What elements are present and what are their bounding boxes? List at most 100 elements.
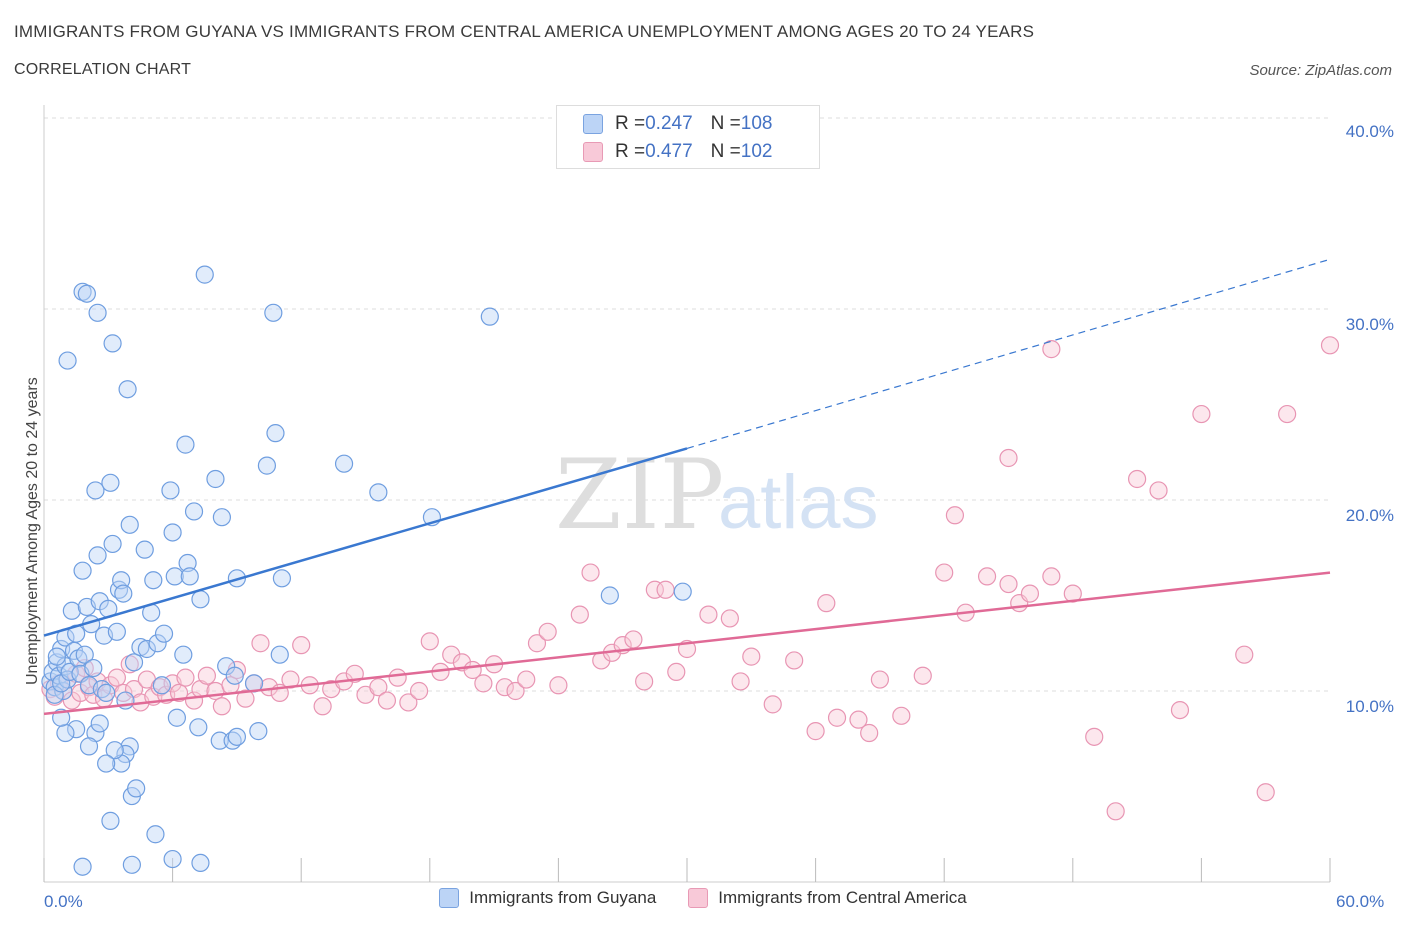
guyana-point [116,744,135,764]
guyana-point [62,601,81,620]
central-america-point [1042,340,1061,359]
guyana-point [127,779,146,798]
legend-label-central-america: Immigrants from Central America [718,888,967,907]
y-tick-40: 40.0% [1345,122,1394,141]
central-america-point [742,647,761,666]
guyana-point [154,624,174,643]
guyana-point [58,351,77,370]
guyana-point [103,334,122,353]
central-america-point [699,605,718,624]
guyana-point [144,571,163,590]
guyana-point [79,737,99,756]
stats-legend: R = 0.247 N = 108 R = 0.477 N = 102 [556,105,820,169]
guyana-point [47,653,66,672]
guyana-point [56,723,75,743]
guyana-point [178,553,197,573]
axes [43,105,1331,883]
guyana-point [264,303,283,322]
guyana-point [67,720,86,739]
guyana-point [272,569,292,588]
guyana-point [122,855,141,874]
central-america-point [377,691,397,710]
central-america-point [212,697,231,716]
central-america-point [527,634,547,653]
central-america-point [292,636,311,655]
guyana-point [90,714,109,733]
legend-swatch-pink [688,888,709,908]
central-america-point [399,693,418,712]
y-tick-30: 30.0% [1345,315,1394,334]
central-america-point [892,706,911,725]
guyana-point [112,571,131,590]
central-america-point [806,722,825,741]
guyana-point [189,718,208,737]
central-america-point [506,681,525,701]
pink-swatch [583,142,603,162]
n-label: N = [710,113,741,134]
central-america-point [720,609,739,628]
blue-swatch [583,114,603,134]
central-america-point [999,574,1018,594]
guyana-point [77,284,96,303]
central-america-point [667,662,686,682]
legend-swatch-blue [439,888,460,908]
central-america-point [176,668,195,687]
guyana-point [191,590,210,609]
central-america-point [1149,481,1168,500]
guyana-point [88,303,107,322]
guyana-point [103,534,122,554]
central-america-point [251,634,270,653]
guyana-point [210,731,229,750]
central-america-point [817,594,836,613]
legend-item-central-america[interactable]: Immigrants from Central America [688,888,967,908]
guyana-point [270,645,289,664]
guyana-point [152,676,171,695]
central-america-point [1192,404,1211,424]
central-america-point [827,708,847,727]
guyana-point [124,653,144,672]
guyana-point [101,473,120,492]
central-america-point [474,674,493,693]
guyana-point [146,825,165,844]
central-america-point [313,697,332,716]
guyana-point [137,639,156,659]
central-america-point [420,632,439,651]
guyana-point [88,546,107,565]
guyana-point [206,469,225,489]
central-america-point [1320,336,1340,355]
central-america-point [935,563,954,582]
guyana-trend-line [43,447,688,637]
central-america-point [236,689,255,708]
guyana-point [97,683,116,703]
central-america-point [849,710,868,729]
guyana-point [161,481,180,500]
r-value-blue: 0.247 [645,113,693,134]
guyana-point [369,483,388,502]
n-value-blue: 108 [740,113,773,134]
legend-item-guyana[interactable]: Immigrants from Guyana [439,888,656,908]
guyana-point [163,523,182,542]
central-america-point [1256,783,1275,802]
guyana-point [73,857,92,876]
central-america-point [1127,469,1147,489]
guyana-point [75,645,94,664]
stats-row-blue: R = 0.247 N = 108 [583,113,772,135]
blue-series-points [41,265,692,876]
guyana-point [227,727,246,746]
central-america-point [624,630,643,649]
y-tick-20: 20.0% [1345,506,1394,525]
y-axis-label: Unemployment Among Ages 20 to 24 years [24,377,41,685]
central-america-point [538,622,557,641]
stats-row-pink: R = 0.477 N = 102 [583,141,772,163]
guyana-point [131,637,150,657]
r-label: R = [615,113,646,134]
central-america-point [785,651,804,670]
guyana-point [135,540,154,559]
y-tick-10: 10.0% [1345,697,1394,716]
guyana-point [673,582,692,601]
guyana-point [84,658,103,678]
central-america-point [1020,584,1040,603]
grid-lines [44,117,1330,692]
guyana-point [118,380,137,399]
guyana-point [180,567,199,586]
